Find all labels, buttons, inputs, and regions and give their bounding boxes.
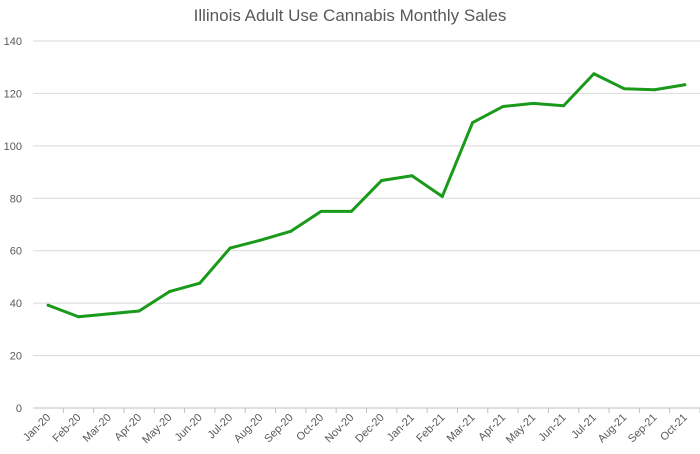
data-point-dec-20 — [380, 178, 384, 182]
x-tick-label: Oct-21 — [658, 412, 690, 444]
y-tick-label: 60 — [10, 246, 22, 258]
x-tick-label: Jun-21 — [536, 412, 568, 444]
y-tick-label: 120 — [4, 88, 22, 100]
x-tick-label: Aug-20 — [232, 412, 266, 446]
data-point-sep-21 — [653, 88, 657, 92]
y-tick-label: 40 — [10, 298, 22, 310]
x-tick-label: Jan-20 — [21, 412, 53, 444]
data-point-jan-21 — [410, 174, 414, 178]
data-point-apr-20 — [137, 309, 141, 313]
x-tick-label: Jan-21 — [385, 412, 417, 444]
data-point-feb-20 — [76, 315, 80, 319]
data-point-may-21 — [531, 101, 535, 105]
x-tick-label: Sep-21 — [626, 412, 660, 446]
data-point-mar-20 — [107, 312, 111, 316]
data-point-aug-20 — [258, 238, 262, 242]
series-layer — [46, 72, 687, 319]
data-point-sep-20 — [289, 229, 293, 233]
x-tick-label: Aug-21 — [596, 412, 630, 446]
x-tick-label: Sep-20 — [262, 412, 296, 446]
data-point-oct-20 — [319, 209, 323, 213]
data-point-jul-21 — [592, 72, 596, 76]
x-tick-label: Jun-20 — [173, 412, 205, 444]
y-tick-label: 140 — [4, 36, 22, 48]
data-point-nov-20 — [349, 209, 353, 213]
data-point-jun-20 — [198, 281, 202, 285]
x-tick-label: Mar-20 — [81, 412, 114, 445]
data-point-mar-21 — [471, 121, 475, 125]
data-point-feb-21 — [440, 194, 444, 198]
y-tick-label: 80 — [10, 193, 22, 205]
x-tick-label: Apr-20 — [112, 412, 144, 444]
x-tick-label: May-20 — [140, 412, 174, 446]
x-tick-label: Apr-21 — [476, 412, 508, 444]
data-point-jan-20 — [46, 303, 50, 307]
y-tick-label: 20 — [10, 351, 22, 363]
series-line-monthly-sales — [46, 72, 687, 319]
x-tick-label: Dec-20 — [353, 412, 387, 446]
y-axis-ticks: 0 20 40 60 80 100 120 140 — [4, 36, 22, 415]
data-point-may-20 — [167, 290, 171, 294]
y-tick-label: 100 — [4, 141, 22, 153]
data-point-apr-21 — [501, 105, 505, 109]
data-point-oct-21 — [683, 83, 687, 87]
data-point-aug-21 — [622, 87, 626, 91]
y-tick-label: 0 — [16, 403, 22, 415]
x-tick-label: Nov-20 — [323, 412, 357, 446]
x-tick-label: Mar-21 — [445, 412, 478, 445]
data-point-jul-20 — [228, 246, 232, 250]
gridlines — [33, 40, 700, 409]
data-point-jun-21 — [562, 104, 566, 108]
x-tick-label: Feb-20 — [50, 412, 83, 445]
x-tick-label: Oct-20 — [294, 412, 326, 444]
x-tick-label: Feb-21 — [414, 412, 447, 445]
chart-title: Illinois Adult Use Cannabis Monthly Sale… — [194, 6, 507, 25]
x-tick-label: May-21 — [504, 412, 538, 446]
